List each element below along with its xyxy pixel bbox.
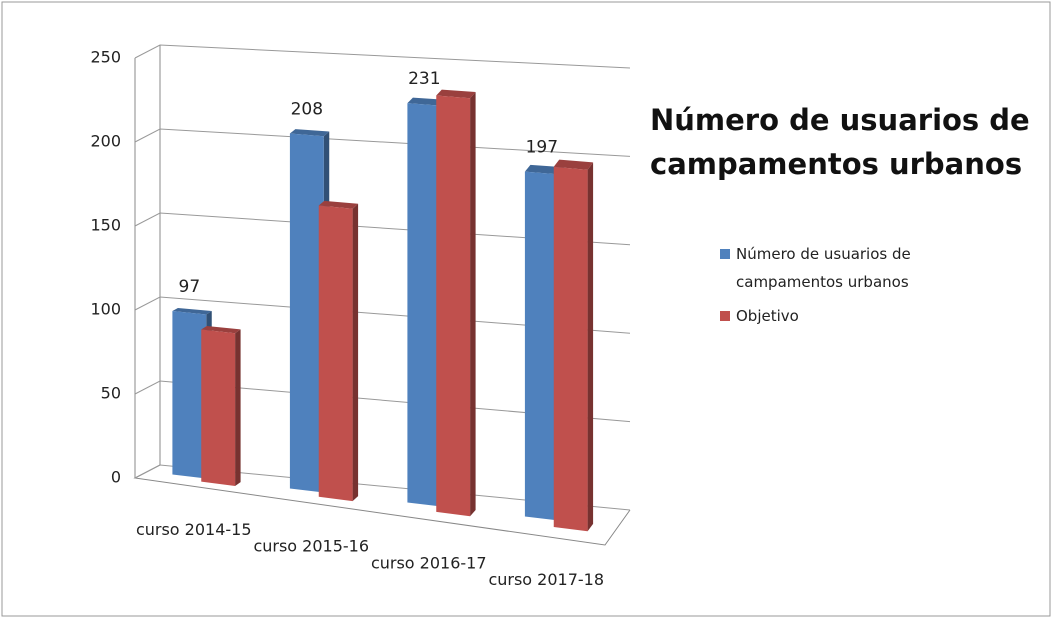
data-label: 97 bbox=[179, 277, 201, 297]
y-tick-label: 50 bbox=[101, 384, 121, 403]
bar-top bbox=[289, 129, 330, 137]
bar-side bbox=[352, 203, 359, 502]
bar bbox=[201, 329, 236, 486]
legend-item: Número de usuarios de campamentos urbano… bbox=[720, 240, 970, 296]
bar bbox=[407, 103, 442, 507]
bar bbox=[172, 311, 207, 479]
bar bbox=[289, 133, 324, 493]
bar bbox=[318, 205, 353, 502]
legend-swatch bbox=[720, 311, 730, 321]
x-tick-label: curso 2015-16 bbox=[253, 537, 369, 556]
bar-side bbox=[470, 92, 476, 517]
bar bbox=[524, 171, 559, 521]
y-tick-label: 250 bbox=[90, 48, 121, 67]
legend-label: Objetivo bbox=[736, 307, 799, 325]
bar-top bbox=[318, 200, 359, 209]
bar-top bbox=[172, 307, 212, 315]
bar-top bbox=[436, 89, 476, 99]
x-tick-label: curso 2014-15 bbox=[136, 520, 252, 539]
grid-line bbox=[134, 44, 631, 69]
legend-item: Objetivo bbox=[720, 302, 970, 330]
y-tick-label: 200 bbox=[90, 132, 121, 151]
legend: Número de usuarios de campamentos urbano… bbox=[720, 240, 970, 336]
data-label: 231 bbox=[408, 69, 440, 89]
bar bbox=[436, 95, 471, 517]
bar bbox=[553, 166, 588, 532]
bar-side bbox=[235, 329, 241, 486]
x-tick-label: curso 2016-17 bbox=[371, 553, 487, 572]
bar-top bbox=[201, 325, 241, 334]
chart-title: Número de usuarios de campamentos urbano… bbox=[650, 103, 1030, 181]
y-tick-label: 100 bbox=[90, 300, 121, 319]
y-tick-label: 0 bbox=[111, 468, 121, 487]
data-label: 208 bbox=[291, 99, 323, 119]
bar-top bbox=[553, 159, 594, 170]
legend-label: Número de usuarios de campamentos urbano… bbox=[736, 245, 911, 291]
legend-swatch bbox=[720, 249, 730, 259]
x-tick-label: curso 2017-18 bbox=[488, 570, 604, 589]
y-tick-label: 150 bbox=[90, 216, 121, 235]
bar-side bbox=[587, 162, 594, 532]
data-label: 197 bbox=[526, 138, 558, 158]
